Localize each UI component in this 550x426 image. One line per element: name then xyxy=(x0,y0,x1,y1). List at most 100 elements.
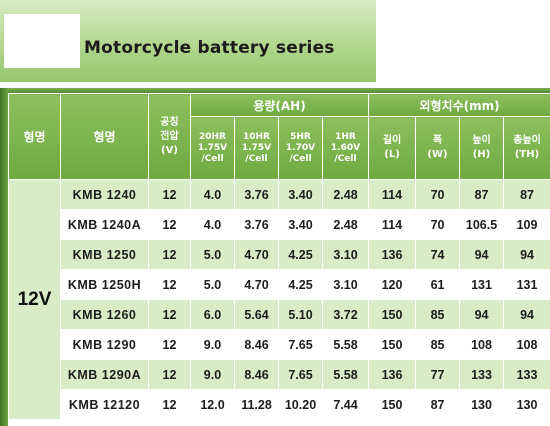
cell-total-height: 94 xyxy=(503,239,550,270)
cell-length: 150 xyxy=(368,329,417,360)
cell-capacity-1hr: 2.48 xyxy=(321,209,370,240)
cell-capacity-5hr: 4.25 xyxy=(278,269,323,300)
header-capacity-10hr: 10HR 1.75V /Cell xyxy=(234,116,279,180)
header-text: (H) xyxy=(472,149,491,160)
cell-length: 150 xyxy=(368,299,417,330)
cell-capacity-20hr: 4.0 xyxy=(190,179,235,210)
cell-capacity-20hr: 9.0 xyxy=(190,359,235,390)
cell-voltage: 12 xyxy=(148,299,191,330)
table-row: KMB 1260 12 6.0 5.64 5.10 3.72 150 85 94… xyxy=(9,299,550,330)
cell-height: 131 xyxy=(459,269,505,300)
header-text: 길이 xyxy=(382,135,402,146)
header-text: (W) xyxy=(427,149,448,160)
cell-model: KMB 1250 xyxy=(60,239,149,270)
header-text: 1.75V xyxy=(197,142,228,153)
cell-width: 87 xyxy=(415,389,461,420)
table-body: 12V KMB 1240 12 4.0 3.76 3.40 2.48 114 7… xyxy=(8,179,550,420)
header-capacity-1hr: 1HR 1.60V /Cell xyxy=(321,116,370,180)
cell-width: 85 xyxy=(415,329,461,360)
cell-capacity-20hr: 4.0 xyxy=(190,209,235,240)
header-length: 길이 (L) xyxy=(368,116,417,180)
cell-capacity-20hr: 6.0 xyxy=(190,299,235,330)
table-row: KMB 1290A 12 9.0 8.46 7.65 5.58 136 77 1… xyxy=(9,359,550,390)
cell-capacity-5hr: 4.25 xyxy=(278,239,323,270)
cell-model: KMB 1260 xyxy=(60,299,149,330)
cell-capacity-10hr: 8.46 xyxy=(234,359,279,390)
cell-voltage: 12 xyxy=(148,329,191,360)
header-voltage-line-2: 전압 xyxy=(160,130,179,142)
cell-capacity-10hr: 4.70 xyxy=(234,269,279,300)
header-capacity-5hr: 5HR 1.70V /Cell xyxy=(278,116,323,180)
table-left-border xyxy=(0,88,8,426)
cell-length: 114 xyxy=(368,209,417,240)
header-text: 1.60V xyxy=(330,142,361,153)
cell-capacity-5hr: 10.20 xyxy=(278,389,323,420)
cell-capacity-5hr: 3.40 xyxy=(278,179,323,210)
title-banner: Motorcycle battery series xyxy=(0,0,376,82)
cell-capacity-1hr: 7.44 xyxy=(321,389,370,420)
cell-width: 85 xyxy=(415,299,461,330)
header-height: 높이 (H) xyxy=(459,116,505,180)
cell-capacity-1hr: 5.58 xyxy=(321,329,370,360)
cell-voltage: 12 xyxy=(148,359,191,390)
cell-voltage: 12 xyxy=(148,239,191,270)
cell-total-height: 130 xyxy=(503,389,550,420)
table-top-border xyxy=(0,88,550,93)
cell-voltage: 12 xyxy=(148,209,191,240)
header-dimension-group: 외형치수(mm) xyxy=(368,93,550,117)
table-row: KMB 1240A 12 4.0 3.76 3.40 2.48 114 70 1… xyxy=(9,209,550,240)
cell-capacity-20hr: 9.0 xyxy=(190,329,235,360)
voltage-group-cell: 12V xyxy=(8,179,61,420)
table-row: KMB 1290 12 9.0 8.46 7.65 5.58 150 85 10… xyxy=(9,329,550,360)
cell-capacity-10hr: 5.64 xyxy=(234,299,279,330)
cell-model: KMB 1290A xyxy=(60,359,149,390)
cell-total-height: 109 xyxy=(503,209,550,240)
table-row: KMB 1250 12 5.0 4.70 4.25 3.10 136 74 94… xyxy=(9,239,550,270)
cell-capacity-10hr: 4.70 xyxy=(234,239,279,270)
header-text: (TH) xyxy=(514,149,540,160)
table-row: KMB 12120 12 12.0 11.28 10.20 7.44 150 8… xyxy=(9,389,550,420)
header-text: 1.75V xyxy=(241,142,272,153)
cell-height: 108 xyxy=(459,329,505,360)
cell-capacity-10hr: 3.76 xyxy=(234,179,279,210)
cell-height: 94 xyxy=(459,239,505,270)
cell-model: KMB 1240 xyxy=(60,179,149,210)
cell-capacity-1hr: 5.58 xyxy=(321,359,370,390)
cell-width: 77 xyxy=(415,359,461,390)
cell-model: KMB 1290 xyxy=(60,329,149,360)
header-text: /Cell xyxy=(334,153,357,164)
cell-voltage: 12 xyxy=(148,179,191,210)
cell-length: 150 xyxy=(368,389,417,420)
cell-width: 70 xyxy=(415,179,461,210)
header-text: /Cell xyxy=(201,153,224,164)
cell-height: 130 xyxy=(459,389,505,420)
cell-length: 114 xyxy=(368,179,417,210)
cell-capacity-10hr: 8.46 xyxy=(234,329,279,360)
header-text: 총높이 xyxy=(513,135,541,146)
cell-capacity-1hr: 2.48 xyxy=(321,179,370,210)
cell-total-height: 87 xyxy=(503,179,550,210)
table-row: KMB 1250H 12 5.0 4.70 4.25 3.10 120 61 1… xyxy=(9,269,550,300)
header-model: 형명 xyxy=(60,93,149,180)
banner-white-box xyxy=(4,14,80,68)
header-text: 1.70V xyxy=(285,142,316,153)
cell-height: 87 xyxy=(459,179,505,210)
header-text: 20HR xyxy=(199,131,226,142)
cell-voltage: 12 xyxy=(148,389,191,420)
header-text: (L) xyxy=(384,149,400,160)
header-text: 높이 xyxy=(472,135,491,146)
header-voltage-line-3: (V) xyxy=(161,144,178,156)
cell-width: 61 xyxy=(415,269,461,300)
cell-total-height: 108 xyxy=(503,329,550,360)
header-text: 5HR xyxy=(290,131,311,142)
page-title: Motorcycle battery series xyxy=(84,38,335,58)
table-row: 12V KMB 1240 12 4.0 3.76 3.40 2.48 114 7… xyxy=(8,179,550,420)
cell-capacity-20hr: 12.0 xyxy=(190,389,235,420)
header-row-1: 형명 형명 공칭 전압 (V) 용량(AH) 외형치수(mm) xyxy=(8,93,550,180)
cell-total-height: 131 xyxy=(503,269,550,300)
cell-model: KMB 1250H xyxy=(60,269,149,300)
cell-capacity-1hr: 3.72 xyxy=(321,299,370,330)
cell-capacity-5hr: 3.40 xyxy=(278,209,323,240)
header-capacity-20hr: 20HR 1.75V /Cell xyxy=(190,116,235,180)
cell-length: 120 xyxy=(368,269,417,300)
